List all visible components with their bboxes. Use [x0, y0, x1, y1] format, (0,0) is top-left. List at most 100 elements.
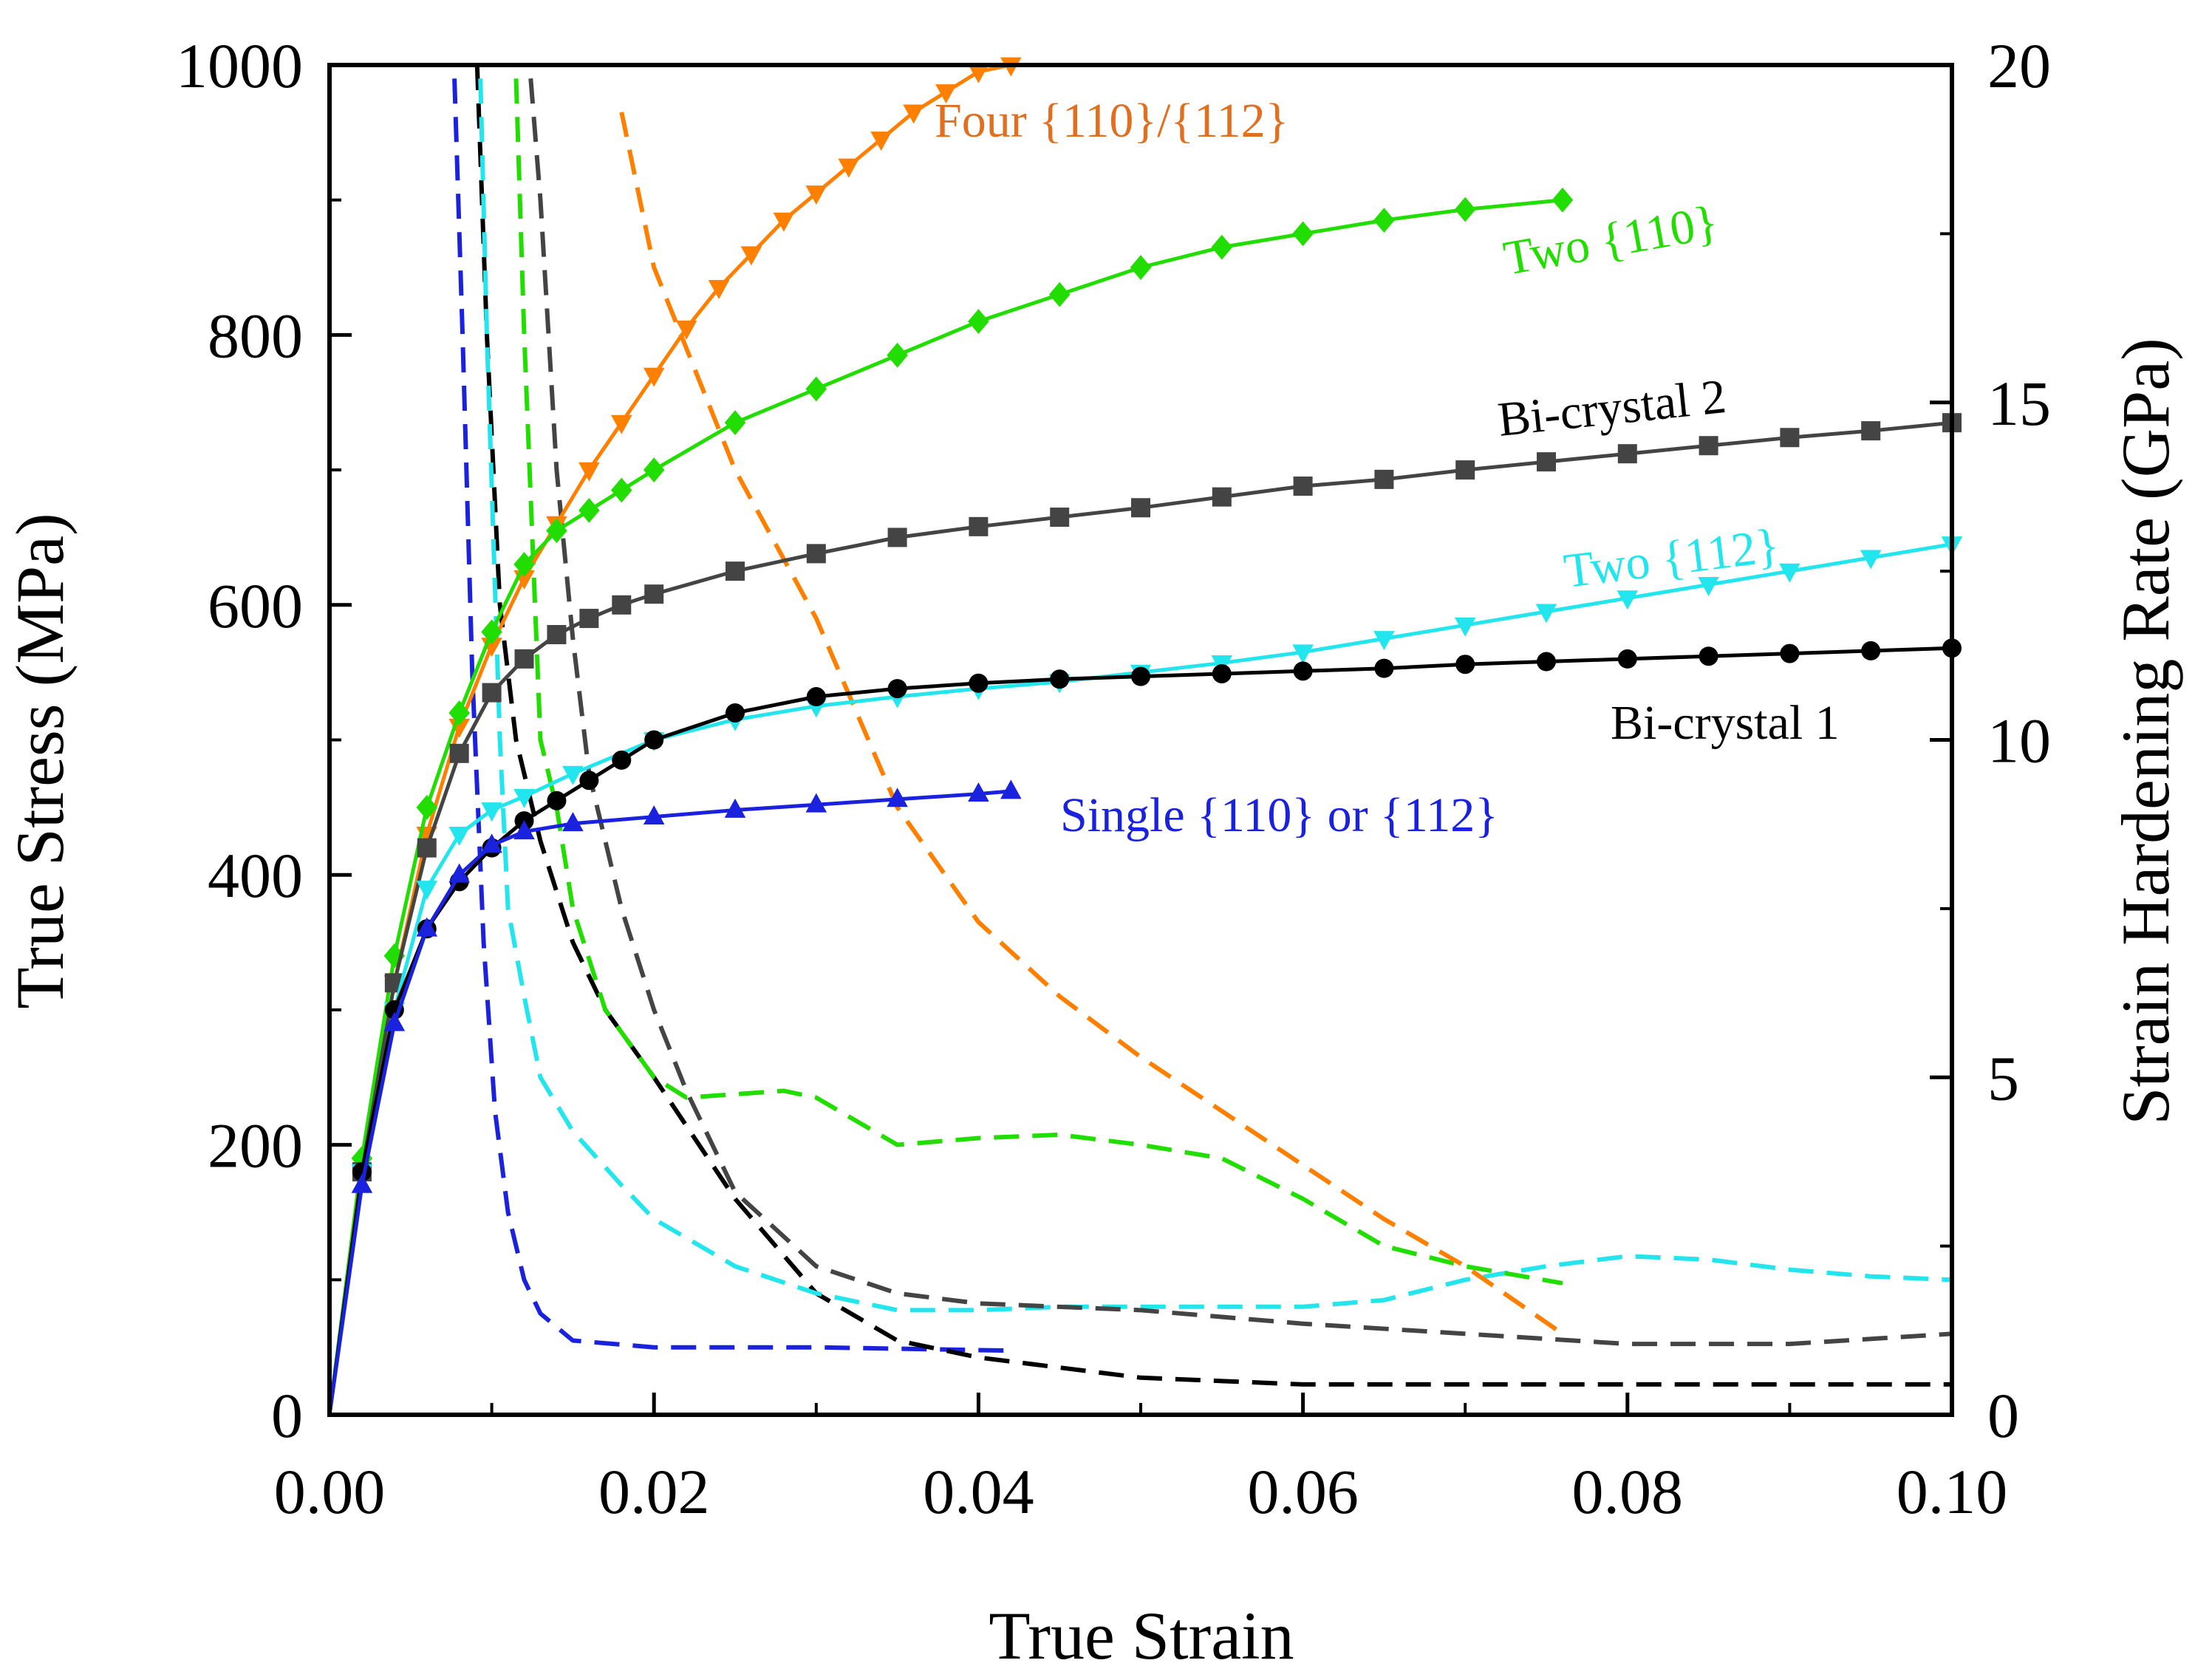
marker-bi-crystal-1-22: [1617, 649, 1637, 669]
marker-bi-crystal-1-7: [547, 791, 567, 810]
marker-single-110-or-112-11: [887, 788, 908, 807]
marker-two-112-16: [1292, 644, 1314, 664]
stress-series-single-110-or-112: [327, 779, 1022, 1416]
y2-tick-label-1: 5: [1987, 1042, 2019, 1113]
hardening-curve-bi-crystal-1: [474, 64, 1952, 1387]
marker-single-110-or-112-8: [643, 805, 665, 825]
stress-curve-two-110: [327, 198, 1563, 1416]
label-two-110: Two {110}: [1500, 195, 1722, 286]
marker-two-110-13: [887, 342, 908, 368]
marker-two-110-12: [805, 376, 827, 402]
y-tick-label-2: 400: [208, 840, 303, 911]
marker-bi-crystal-2-22: [1617, 444, 1637, 464]
marker-two-110-5: [481, 619, 502, 645]
marker-bi-crystal-1-16: [1131, 666, 1150, 686]
marker-two-110-17: [1211, 234, 1233, 260]
marker-two-110-16: [1130, 255, 1152, 280]
plot-curves: [327, 57, 1963, 1416]
marker-two-110-2: [383, 943, 406, 969]
x-tick-label-0: 0.00: [274, 1456, 386, 1527]
marker-two-110-8: [578, 498, 600, 523]
stress-series-bi-crystal-1: [327, 638, 1962, 1416]
y2-axis-label: Strain Hardening Rate (GPa): [2108, 338, 2183, 1124]
label-bi-crystal-1: Bi-crystal 1: [1611, 696, 1840, 750]
marker-two-110-11: [724, 410, 746, 436]
marker-single-110-or-112-4: [448, 863, 470, 883]
marker-single-110-or-112-10: [805, 793, 827, 813]
marker-bi-crystal-1-13: [887, 679, 907, 699]
stress-series-bi-crystal-2: [327, 413, 1962, 1416]
marker-four-110-112-15: [805, 185, 827, 205]
marker-four-110-112-13: [740, 246, 762, 266]
marker-bi-crystal-2-10: [644, 584, 664, 604]
axis-ticks: 0.00 0.02 0.04 0.06 0.08 0.100200400600800100…: [176, 30, 2051, 1527]
marker-bi-crystal-2-4: [449, 743, 469, 763]
y-tick-label-1: 200: [208, 1110, 303, 1181]
marker-bi-crystal-2-6: [514, 649, 534, 669]
label-single-110-or-112: Single {110} or {112}: [1060, 788, 1498, 842]
marker-bi-crystal-1-18: [1293, 661, 1313, 681]
marker-bi-crystal-2-21: [1537, 452, 1556, 472]
x-tick-label-5: 0.10: [1897, 1456, 2008, 1527]
marker-two-112-3: [416, 881, 438, 901]
marker-four-110-112-16: [838, 158, 860, 178]
marker-four-110-112-14: [773, 212, 795, 232]
stress-series-two-110: [327, 187, 1574, 1416]
marker-bi-crystal-1-23: [1699, 646, 1718, 666]
marker-bi-crystal-1-15: [1050, 669, 1070, 689]
stress-curve-four-110-112: [327, 63, 1011, 1416]
hardening-curve-two-110: [513, 78, 1563, 1285]
marker-bi-crystal-1-12: [806, 687, 826, 707]
marker-four-110-112-10: [643, 367, 665, 387]
marker-bi-crystal-1-21: [1537, 652, 1556, 672]
marker-four-110-112-20: [968, 64, 989, 83]
marker-two-110-19: [1373, 208, 1395, 233]
y2-tick-label-4: 20: [1987, 30, 2051, 101]
marker-bi-crystal-2-8: [579, 609, 599, 629]
marker-single-110-or-112-2: [383, 1011, 406, 1031]
marker-bi-crystal-2-16: [1131, 498, 1150, 518]
marker-bi-crystal-2-17: [1212, 487, 1232, 507]
marker-two-112-19: [1535, 604, 1557, 624]
marker-single-110-or-112-12: [968, 782, 989, 802]
marker-bi-crystal-2-11: [726, 561, 745, 581]
marker-four-110-112-12: [708, 280, 730, 300]
marker-two-112-17: [1373, 631, 1395, 651]
y-tick-label-0: 0: [271, 1380, 303, 1451]
marker-bi-crystal-2-25: [1861, 421, 1881, 441]
marker-bi-crystal-2-23: [1699, 436, 1718, 456]
marker-bi-crystal-1-25: [1861, 641, 1881, 660]
marker-bi-crystal-1-17: [1212, 663, 1232, 683]
label-four-110-112: Four {110}/{112}: [935, 94, 1288, 148]
marker-single-110-or-112-6: [513, 820, 535, 840]
marker-two-112-22: [1779, 563, 1800, 583]
marker-four-110-112-18: [903, 104, 924, 124]
marker-single-110-or-112-5: [481, 833, 502, 853]
marker-bi-crystal-1-20: [1455, 655, 1475, 675]
stress-curve-single-110-or-112: [327, 789, 1011, 1416]
hardening-curve-bi-crystal-2: [528, 78, 1953, 1347]
marker-two-112-7: [562, 765, 584, 785]
marker-bi-crystal-2-18: [1293, 477, 1313, 496]
marker-two-110-9: [610, 477, 632, 503]
marker-bi-crystal-1-11: [726, 703, 745, 723]
marker-two-110-10: [643, 457, 665, 482]
marker-two-112-21: [1698, 576, 1719, 596]
label-bi-crystal-2: Bi-crystal 2: [1495, 369, 1729, 447]
marker-two-110-14: [968, 309, 989, 335]
marker-four-110-112-9: [610, 414, 632, 434]
y2-tick-label-3: 15: [1987, 368, 2051, 439]
label-two-112: Two {112}: [1561, 519, 1782, 598]
marker-four-110-112-17: [870, 132, 892, 151]
x-tick-label-3: 0.06: [1247, 1456, 1359, 1527]
marker-bi-crystal-1-19: [1374, 658, 1394, 678]
y-tick-label-4: 800: [208, 300, 303, 371]
marker-single-110-or-112-3: [416, 917, 438, 937]
hardening-curve-single-110-or-112: [452, 78, 1011, 1353]
x-axis-label: True Strain: [989, 1598, 1294, 1673]
marker-two-110-4: [448, 700, 470, 725]
marker-bi-crystal-2-9: [612, 595, 632, 615]
y2-tick-label-2: 10: [1987, 706, 2051, 776]
marker-two-110-6: [513, 552, 535, 577]
marker-two-110-18: [1292, 221, 1314, 247]
